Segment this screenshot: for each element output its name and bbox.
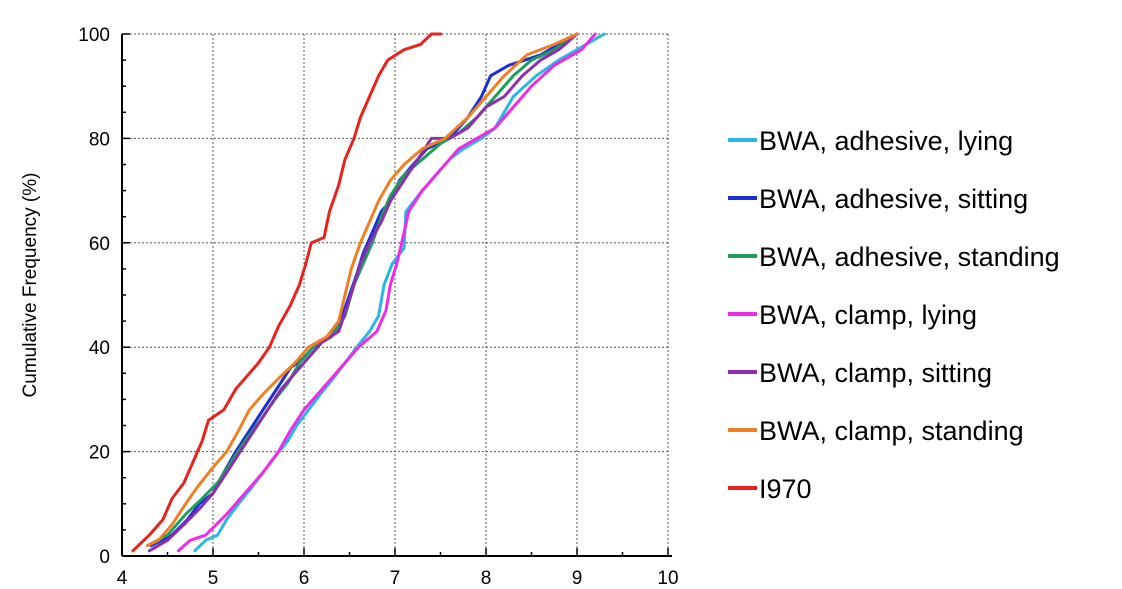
x-tick-label: 4: [117, 568, 128, 589]
x-tick-label: 6: [299, 568, 310, 589]
series-line-4: [176, 32, 597, 553]
x-tick-label: 10: [657, 568, 678, 589]
series-line-7: [131, 32, 442, 553]
legend-label: BWA, adhesive, lying: [759, 126, 1013, 156]
legend-label: BWA, adhesive, standing: [759, 242, 1060, 272]
series-line-6: [146, 32, 579, 548]
axes: [121, 33, 672, 557]
y-tick-label: 20: [89, 443, 110, 464]
legend-label: BWA, clamp, standing: [759, 416, 1024, 446]
y-tick-label: 80: [89, 129, 110, 150]
x-tick-label: 8: [481, 568, 492, 589]
legend-label: BWA, adhesive, sitting: [759, 184, 1028, 214]
x-tick-label: 5: [208, 568, 219, 589]
x-tick-label: 7: [390, 568, 401, 589]
legend: BWA, adhesive, lying BWA, adhesive, sitti…: [728, 126, 1060, 504]
x-tick-label: 9: [572, 568, 583, 589]
legend-label: BWA, clamp, sitting: [759, 358, 992, 388]
series-lines: [131, 32, 606, 553]
series-line-5: [147, 32, 579, 553]
legend-label: BWA, clamp, lying: [759, 300, 977, 330]
y-tick-label: 100: [78, 25, 110, 46]
series-line-1: [193, 32, 606, 553]
legend-label: I970: [759, 474, 812, 504]
y-tick-label: 60: [89, 234, 110, 255]
y-axis-label: Cumulative Frequency (%): [20, 173, 41, 398]
y-tick-label: 0: [99, 547, 110, 568]
y-tick-label: 40: [89, 338, 110, 359]
